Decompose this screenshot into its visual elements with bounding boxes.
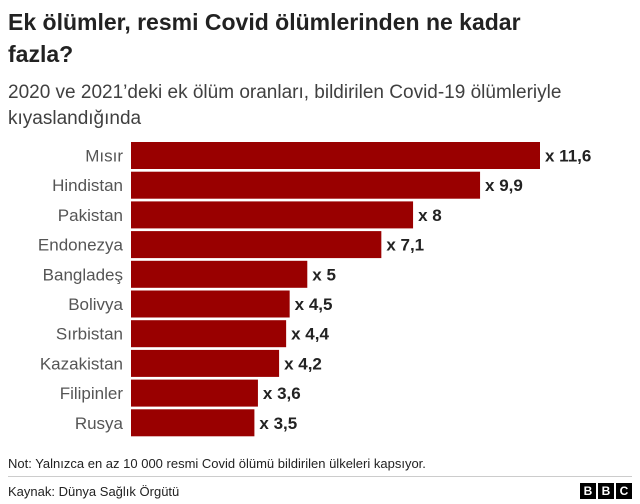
value-label: x 4,4 xyxy=(291,325,329,344)
bar xyxy=(131,231,382,259)
category-label: Bangladeş xyxy=(43,265,123,284)
category-label: Kazakistan xyxy=(40,354,123,373)
category-label: Endonezya xyxy=(38,236,124,255)
value-label: x 4,2 xyxy=(284,354,322,373)
footnote: Not: Yalnızca en az 10 000 resmi Covid ö… xyxy=(8,456,426,471)
logo-letter-3: C xyxy=(616,483,632,499)
category-label: Sırbistan xyxy=(56,325,123,344)
value-label: x 5 xyxy=(312,265,336,284)
value-label: x 3,5 xyxy=(259,414,297,433)
bar xyxy=(131,201,414,229)
value-label: x 3,6 xyxy=(263,384,301,403)
category-label: Filipinler xyxy=(60,384,124,403)
value-label: x 9,9 xyxy=(485,176,523,195)
bar xyxy=(131,260,308,288)
logo-letter-1: B xyxy=(580,483,596,499)
value-label: x 8 xyxy=(418,206,442,225)
category-label: Pakistan xyxy=(58,206,123,225)
category-label: Rusya xyxy=(75,414,124,433)
bbc-logo: B B C xyxy=(580,483,632,499)
chart-subtitle: 2020 ve 2021’deki ek ölüm oranları, bild… xyxy=(8,82,562,129)
category-label: Bolivya xyxy=(68,295,123,314)
bar xyxy=(131,409,255,437)
bar xyxy=(131,171,481,199)
bar xyxy=(131,379,258,407)
footer-divider xyxy=(8,476,632,477)
bar xyxy=(131,349,280,377)
bar xyxy=(131,142,540,169)
logo-letter-2: B xyxy=(598,483,614,499)
bar xyxy=(131,320,287,348)
value-label: x 11,6 xyxy=(545,147,591,166)
bar xyxy=(131,290,290,318)
source-text: Kaynak: Dünya Sağlık Örgütü xyxy=(8,484,180,499)
bar-chart: Mısır x 11,6 Hindistan x 9,9 Pakistan x 8 Endo… xyxy=(38,142,591,437)
category-label: Mısır xyxy=(85,147,123,166)
value-label: x 4,5 xyxy=(295,295,333,314)
value-label: x 7,1 xyxy=(386,236,424,255)
chart-title: Ek ölümler, resmi Covid ölümlerinden ne … xyxy=(8,9,521,67)
category-label: Hindistan xyxy=(52,176,123,195)
